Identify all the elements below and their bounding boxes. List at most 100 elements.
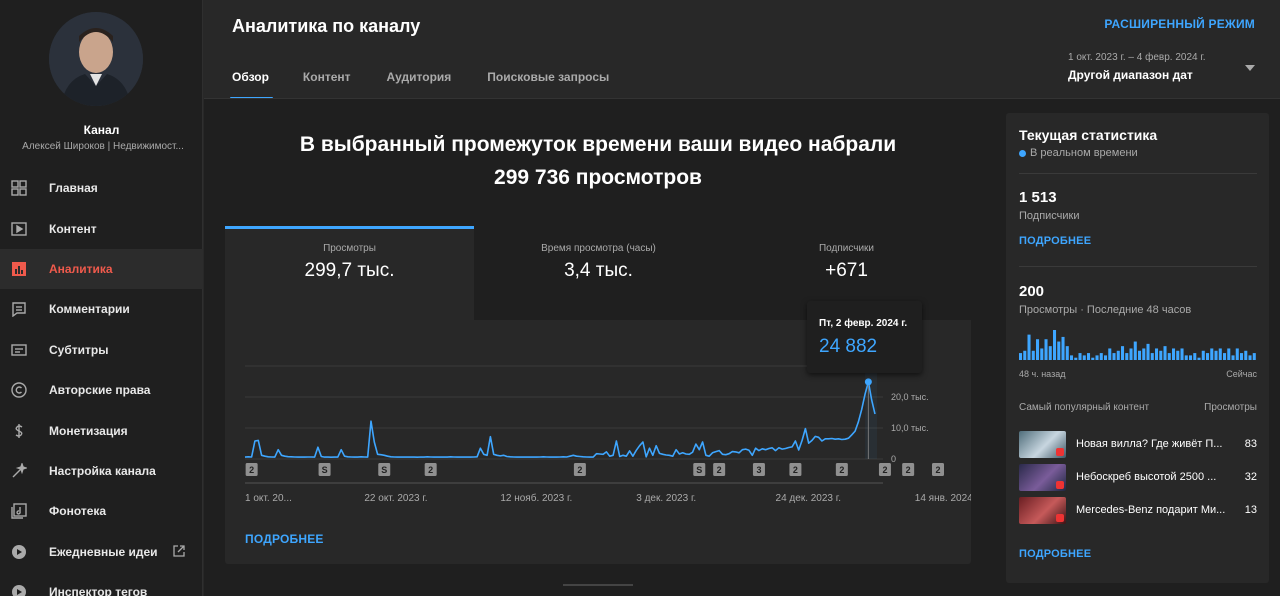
realtime-bar[interactable]	[1231, 355, 1235, 360]
realtime-bar[interactable]	[1057, 341, 1061, 360]
realtime-bar[interactable]	[1201, 350, 1205, 360]
realtime-bar[interactable]	[1095, 355, 1099, 360]
realtime-bar[interactable]	[1240, 353, 1244, 360]
realtime-bar[interactable]	[1074, 357, 1078, 360]
event-marker[interactable]: 2	[789, 463, 802, 476]
realtime-bar[interactable]	[1121, 346, 1125, 360]
data-point-hovered[interactable]	[864, 378, 872, 386]
event-marker[interactable]: 2	[902, 463, 915, 476]
top-content-item[interactable]: Небоскреб высотой 2500 ... 32	[1019, 463, 1257, 491]
realtime-bar[interactable]	[1244, 350, 1248, 360]
top-content-more-button[interactable]: ПОДРОБНЕЕ	[1019, 548, 1092, 560]
realtime-bar[interactable]	[1099, 353, 1103, 360]
realtime-bar[interactable]	[1206, 353, 1210, 360]
event-marker[interactable]: 2	[713, 463, 726, 476]
sidebar-item-comments[interactable]: Комментарии	[0, 289, 203, 329]
realtime-bar[interactable]	[1053, 330, 1057, 360]
realtime-bar[interactable]	[1070, 355, 1074, 360]
realtime-bar[interactable]	[1180, 348, 1184, 360]
tab-audience[interactable]: Аудитория	[386, 70, 452, 84]
realtime-bar[interactable]	[1125, 353, 1129, 360]
realtime-bar[interactable]	[1133, 341, 1137, 360]
realtime-bar[interactable]	[1078, 353, 1082, 360]
realtime-bar[interactable]	[1155, 348, 1159, 360]
advanced-mode-button[interactable]: РАСШИРЕННЫЙ РЕЖИМ	[1104, 17, 1255, 31]
top-content-item[interactable]: Mercedes-Benz подарит Ми... 13	[1019, 496, 1257, 524]
event-marker[interactable]: 2	[878, 463, 891, 476]
sidebar-item-ideas[interactable]: Ежедневные идеи	[0, 532, 203, 572]
sidebar-item-audio-library[interactable]: Фонотека	[0, 491, 203, 531]
sidebar-item-customization[interactable]: Настройка канала	[0, 451, 203, 491]
realtime-bar[interactable]	[1044, 339, 1048, 360]
realtime-bar[interactable]	[1040, 348, 1044, 360]
realtime-bar[interactable]	[1193, 353, 1197, 360]
realtime-bar[interactable]	[1142, 348, 1146, 360]
subscribers-more-button[interactable]: ПОДРОБНЕЕ	[1019, 235, 1092, 247]
realtime-bar[interactable]	[1159, 350, 1163, 360]
more-button[interactable]: ПОДРОБНЕЕ	[245, 532, 324, 546]
realtime-bar[interactable]	[1019, 353, 1023, 360]
realtime-bar[interactable]	[1091, 357, 1095, 360]
tab-content[interactable]: Контент	[302, 70, 351, 84]
sidebar-item-content[interactable]: Контент	[0, 208, 203, 248]
event-marker[interactable]: 2	[932, 463, 944, 476]
realtime-bar[interactable]	[1214, 350, 1218, 360]
event-marker[interactable]: 2	[835, 463, 848, 476]
realtime-views-chart[interactable]	[1019, 328, 1257, 360]
event-marker[interactable]: S	[378, 463, 391, 476]
event-marker[interactable]: S	[693, 463, 706, 476]
metric-watch-time[interactable]: Время просмотра (часы) 3,4 тыс.	[474, 226, 723, 320]
tab-overview[interactable]: Обзор	[230, 70, 273, 100]
event-marker[interactable]: 2	[245, 463, 258, 476]
realtime-bar[interactable]	[1116, 350, 1120, 360]
realtime-bar[interactable]	[1184, 355, 1188, 360]
event-marker[interactable]: 2	[573, 463, 586, 476]
realtime-bar[interactable]	[1129, 348, 1133, 360]
date-range-selector[interactable]: 1 окт. 2023 г. – 4 февр. 2024 г. Другой …	[1068, 52, 1263, 88]
realtime-bar[interactable]	[1082, 355, 1086, 360]
realtime-bar[interactable]	[1150, 353, 1154, 360]
realtime-bar[interactable]	[1218, 348, 1222, 360]
realtime-bar[interactable]	[1065, 346, 1069, 360]
realtime-bar[interactable]	[1048, 346, 1052, 360]
realtime-bar[interactable]	[1108, 348, 1112, 360]
realtime-bar[interactable]	[1146, 343, 1150, 360]
realtime-bar[interactable]	[1223, 353, 1227, 360]
sidebar-item-copyright[interactable]: Авторские права	[0, 370, 203, 410]
realtime-bar[interactable]	[1197, 357, 1201, 360]
realtime-bar[interactable]	[1087, 353, 1091, 360]
sidebar-item-analytics[interactable]: Аналитика	[0, 248, 203, 290]
realtime-bar[interactable]	[1227, 348, 1231, 360]
tab-search[interactable]: Поисковые запросы	[487, 70, 610, 84]
sidebar-item-subtitles[interactable]: Субтитры	[0, 330, 203, 370]
realtime-bar[interactable]	[1248, 355, 1252, 360]
series-line-views[interactable]	[244, 381, 876, 458]
realtime-bar[interactable]	[1104, 355, 1108, 360]
realtime-bar[interactable]	[1036, 339, 1040, 360]
realtime-bar[interactable]	[1176, 350, 1180, 360]
realtime-bar[interactable]	[1172, 348, 1176, 360]
realtime-bar[interactable]	[1031, 350, 1035, 360]
event-marker[interactable]: 2	[424, 463, 437, 476]
sidebar-item-tags[interactable]: Инспектор тегов	[0, 572, 203, 596]
sidebar-item-monetization[interactable]: Монетизация	[0, 410, 203, 450]
realtime-bar[interactable]	[1235, 348, 1239, 360]
realtime-bar[interactable]	[1027, 334, 1031, 360]
realtime-bar[interactable]	[1210, 348, 1214, 360]
realtime-bar[interactable]	[1112, 353, 1116, 360]
top-content-item[interactable]: Новая вилла? Где живёт П... 83	[1019, 430, 1257, 458]
realtime-bar[interactable]	[1061, 336, 1065, 360]
channel-avatar[interactable]	[49, 12, 143, 106]
realtime-bar[interactable]	[1167, 353, 1171, 360]
realtime-bar[interactable]	[1189, 355, 1193, 360]
sidebar-item-dashboard[interactable]: Главная	[0, 168, 203, 208]
realtime-bar[interactable]	[1023, 350, 1027, 360]
realtime-bar[interactable]	[1163, 346, 1167, 360]
metric-views[interactable]: Просмотры 299,7 тыс.	[225, 226, 474, 320]
realtime-axis-end: Сейчас	[1226, 369, 1257, 379]
event-marker[interactable]: 3	[752, 463, 765, 476]
realtime-bar[interactable]	[1138, 350, 1142, 360]
event-marker[interactable]: S	[318, 463, 331, 476]
realtime-bar[interactable]	[1252, 353, 1256, 360]
